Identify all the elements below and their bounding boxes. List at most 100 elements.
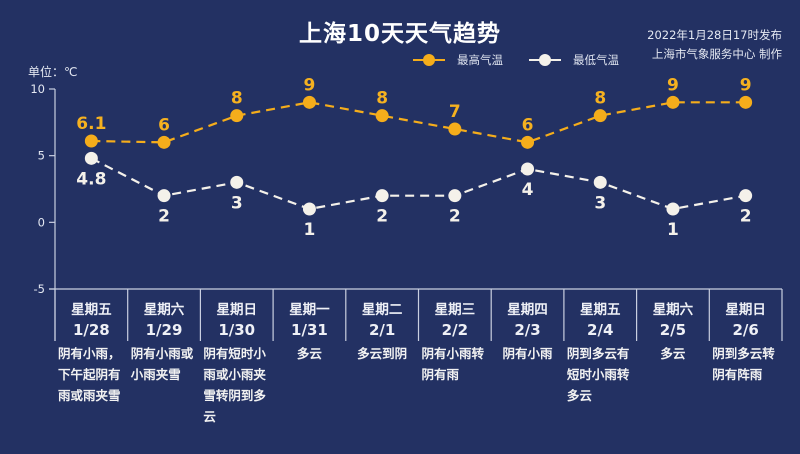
data-label: 4.8 [76,169,106,189]
description-line: 雨或小雨夹 [203,367,266,382]
data-label: 2 [449,207,461,227]
weather-description: 阴到多云转 阴有阵雨 [712,343,781,385]
description-line: 云 [203,409,216,424]
data-point[interactable] [521,162,535,176]
data-point[interactable] [157,189,171,203]
data-point[interactable] [666,202,680,216]
weather-description: 多云 [273,343,346,364]
data-label: 9 [304,75,316,95]
data-label: 3 [594,193,606,213]
data-label: 8 [231,89,243,109]
description-line: 短时小雨转 [566,367,630,382]
data-point[interactable] [375,189,389,203]
date: 2/4 [587,321,614,339]
weekday: 星期日 [216,302,257,318]
data-label: 2 [158,207,170,227]
legend-item-high[interactable]: 最高气温 [413,52,503,68]
y-tick-label: -5 [34,282,45,296]
data-point[interactable] [666,95,680,109]
legend-item-low[interactable]: 最低气温 [529,52,619,68]
data-label: 1 [304,220,316,240]
weekday: 星期三 [434,302,476,318]
high-temp-line [91,101,746,144]
publish-info: 2022年1月28日17时发布 上海市气象服务中心 制作 [647,26,782,64]
weather-description: 多云到阴 [346,343,419,364]
data-point[interactable] [593,175,607,189]
day-column: 星期六 1/29 [128,290,201,339]
description-line: 阴到多云有 [566,346,630,361]
data-point[interactable] [230,175,244,189]
description-line: 多云 [566,388,592,403]
y-tick-label: 0 [38,215,45,229]
weather-description: 阴有小雨转 阴有雨 [422,343,491,385]
data-point[interactable] [302,95,316,109]
line-dot-white-icon [529,54,561,66]
date: 1/31 [291,321,328,339]
date: 1/30 [218,321,256,339]
weekday: 星期五 [579,302,621,318]
legend: 最高气温 最低气温 [413,52,645,68]
data-point[interactable] [84,151,98,165]
data-point[interactable] [375,109,389,123]
weather-description: 阴有短时小雨或小雨夹雪转阴到多云 [203,343,272,427]
data-label: 6.1 [76,114,106,134]
legend-label: 最低气温 [573,53,619,67]
data-point[interactable] [521,135,535,149]
data-point[interactable] [448,122,462,136]
data-label: 2 [740,207,752,227]
description-line: 阴有雨 [421,367,460,382]
weekday: 星期六 [143,302,185,318]
data-point[interactable] [593,109,607,123]
date: 2/3 [514,321,541,339]
data-label: 9 [667,75,679,95]
y-tick-label: 10 [30,82,45,96]
unit-label: 单位：℃ [28,65,78,79]
description-line: 下午起阴有 [58,367,121,382]
weather-description: 阴有小雨 [491,343,564,364]
weekday: 星期二 [361,302,403,318]
day-column: 星期五 2/4 [564,290,637,339]
description-line: 阴有短时小 [203,346,266,361]
date: 2/2 [441,321,469,339]
weather-description: 阴到多云有短时小雨转多云 [567,343,636,406]
description-line: 阴到多云转 [712,346,775,361]
line-dot-orange-icon [413,54,445,66]
data-point[interactable] [302,202,316,216]
data-point[interactable] [448,189,462,203]
day-column: 星期日 1/30 [200,290,273,339]
data-point[interactable] [230,109,244,123]
data-point[interactable] [739,95,753,109]
data-label: 6 [522,115,534,135]
data-point[interactable] [157,135,171,149]
legend-label: 最高气温 [457,53,503,67]
data-point[interactable] [84,134,98,148]
description-line: 雪转阴到多 [203,388,266,403]
data-label: 6 [158,115,170,135]
low-temp-line [90,157,746,211]
y-tick-label: 5 [38,149,45,163]
day-column: 星期二 2/1 [346,290,419,339]
data-point[interactable] [739,189,753,203]
description-line: 多云到阴 [357,346,408,361]
description-line: 阴有小雨， [58,346,121,361]
description-line: 阴有阵雨 [712,367,763,382]
day-column: 星期日 2/6 [709,290,782,339]
day-column: 星期三 2/2 [419,290,492,339]
data-label: 9 [740,75,752,95]
data-label: 8 [594,89,606,109]
date: 2/1 [368,321,396,339]
description-line: 阴有小雨或 [130,346,194,361]
date: 2/6 [732,321,759,339]
data-label: 4 [522,180,534,200]
day-column: 星期一 1/31 [273,290,346,339]
day-column: 星期六 2/5 [637,290,710,339]
chart-title: 上海10天天气趋势 [298,21,501,47]
data-label: 3 [231,193,243,213]
data-label: 1 [667,220,679,240]
weekday: 星期一 [289,302,330,318]
weekday: 星期六 [652,302,694,318]
weekday: 星期四 [507,302,548,318]
date: 2/5 [659,321,687,339]
date: 1/28 [72,321,110,339]
weather-description: 阴有小雨， 下午起阴有 雨或雨夹雪 [58,343,127,406]
